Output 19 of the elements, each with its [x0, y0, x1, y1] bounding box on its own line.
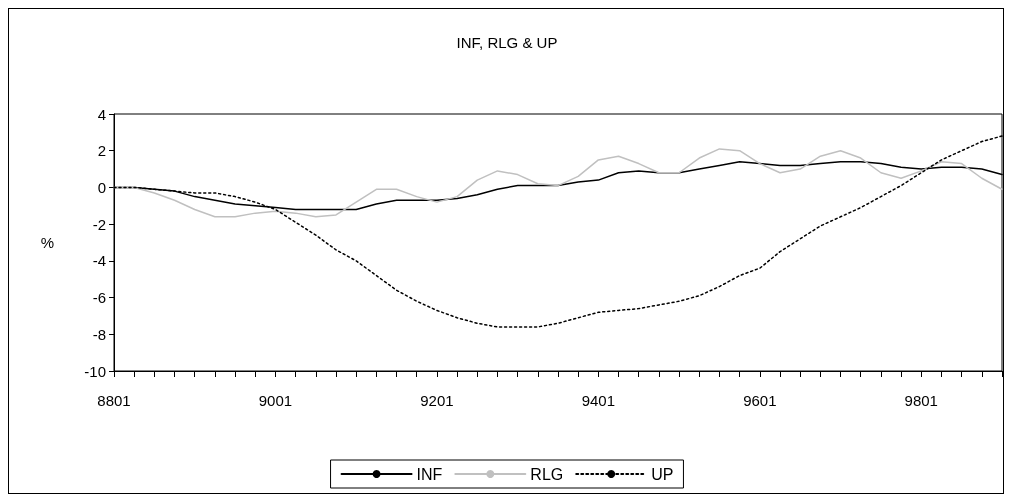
y-tick-label: 2 — [97, 142, 106, 160]
y-tick-label: -2 — [92, 215, 106, 233]
legend-label: UP — [651, 465, 674, 483]
x-tick-label: 9401 — [581, 392, 616, 409]
y-tick-label: 0 — [97, 178, 106, 196]
x-tick-label: 9801 — [904, 392, 938, 409]
legend-label: INF — [416, 465, 443, 483]
x-tick-label: 8801 — [97, 392, 131, 409]
y-axis-title: % — [40, 234, 54, 251]
y-tick-label: -10 — [84, 362, 106, 380]
y-tick-label: -8 — [92, 325, 106, 343]
chart-title: INF, RLG & UP — [456, 34, 558, 51]
x-tick-label: 9201 — [420, 392, 454, 409]
x-tick-label: 9001 — [258, 392, 293, 409]
x-tick-label: 9601 — [743, 392, 777, 409]
legend-label: RLG — [530, 465, 564, 483]
y-tick-label: -4 — [92, 252, 106, 270]
y-tick-label: 4 — [97, 105, 106, 123]
y-tick-label: -6 — [92, 289, 106, 307]
